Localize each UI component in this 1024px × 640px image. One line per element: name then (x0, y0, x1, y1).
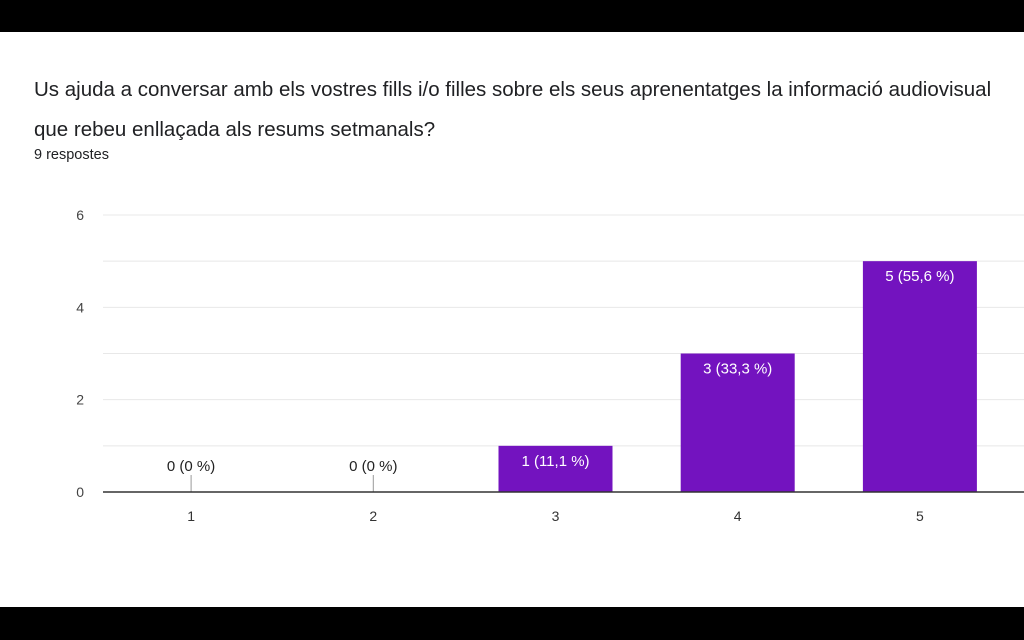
x-tick-label: 5 (916, 508, 924, 524)
data-label: 5 (55,6 %) (885, 268, 954, 285)
y-tick-label: 2 (76, 392, 84, 408)
x-tick-label: 4 (734, 508, 742, 524)
bar (680, 353, 795, 492)
y-tick-label: 6 (76, 207, 84, 223)
x-tick-label: 1 (187, 508, 195, 524)
data-label: 1 (11,1 %) (521, 453, 589, 470)
x-tick-label: 2 (369, 508, 377, 524)
question-title: Us ajuda a conversar amb els vostres fil… (34, 78, 992, 141)
response-count: 9 respostes (34, 147, 109, 163)
data-label: 0 (0 %) (167, 458, 215, 475)
y-tick-label: 0 (76, 484, 84, 500)
letterbox-bottom (0, 607, 1024, 640)
data-label: 0 (0 %) (349, 458, 397, 475)
x-tick-label: 3 (552, 508, 560, 524)
y-tick-label: 4 (76, 299, 84, 315)
letterbox-top (0, 0, 1024, 32)
data-label: 3 (33,3 %) (703, 361, 772, 378)
bar (498, 445, 613, 492)
bar (862, 261, 977, 492)
